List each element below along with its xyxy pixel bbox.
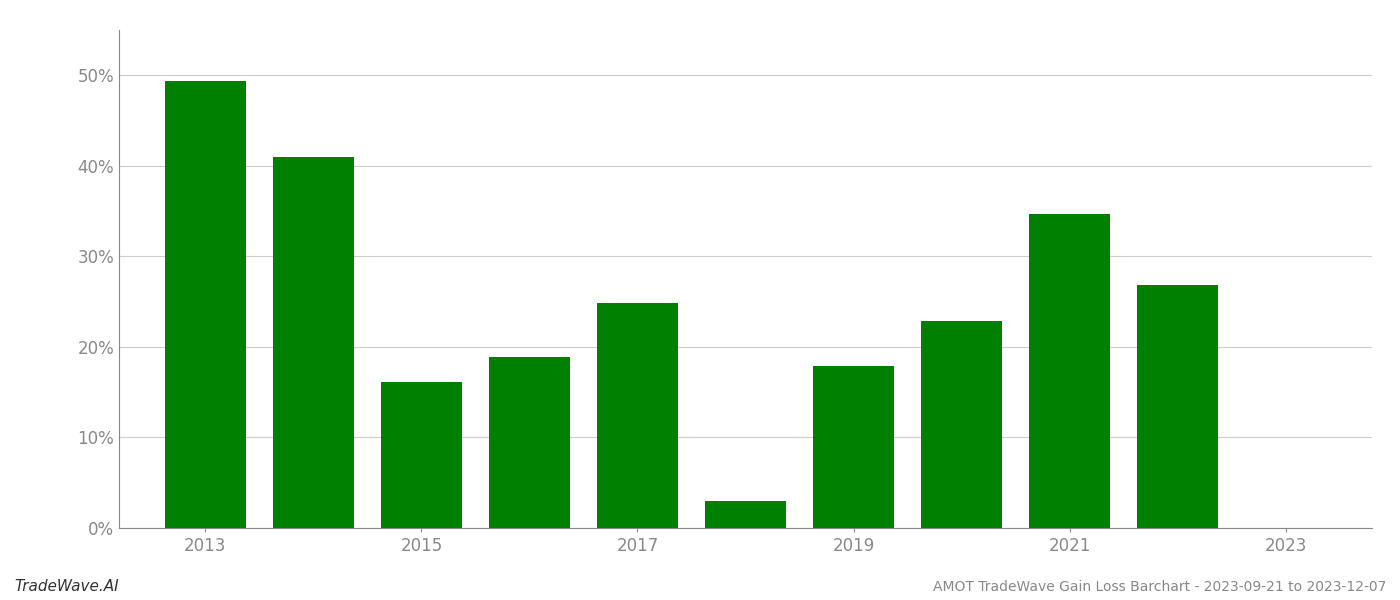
Bar: [489, 357, 570, 528]
Bar: [1137, 286, 1218, 528]
Bar: [381, 382, 462, 528]
Bar: [1029, 214, 1110, 528]
Bar: [596, 302, 678, 528]
Bar: [273, 157, 354, 528]
Bar: [921, 320, 1002, 528]
Text: AMOT TradeWave Gain Loss Barchart - 2023-09-21 to 2023-12-07: AMOT TradeWave Gain Loss Barchart - 2023…: [932, 580, 1386, 594]
Bar: [813, 366, 895, 528]
Text: TradeWave.AI: TradeWave.AI: [14, 579, 119, 594]
Bar: [165, 81, 246, 528]
Bar: [706, 501, 785, 528]
